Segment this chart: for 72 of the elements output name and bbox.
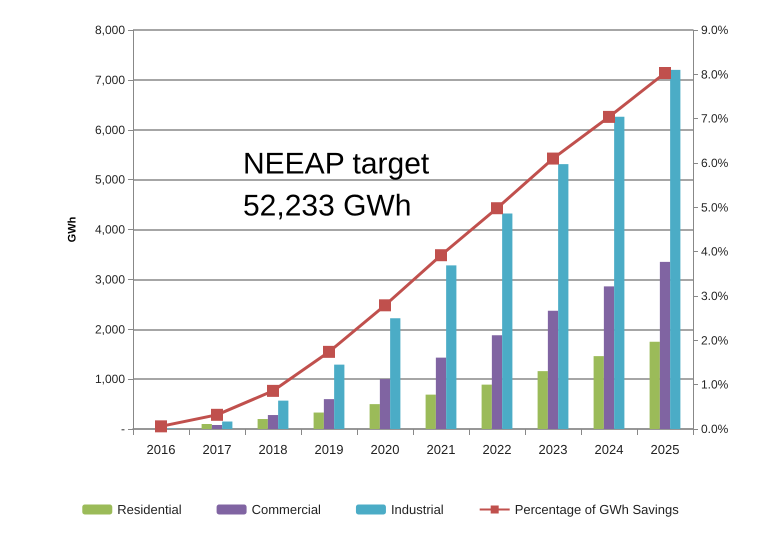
point — [491, 202, 503, 214]
y2-tick-label: 8.0% — [701, 67, 729, 82]
x-tick-label: 2022 — [482, 442, 512, 457]
y2-tick-label: 2.0% — [701, 333, 729, 348]
y2-tick-label: 7.0% — [701, 112, 729, 126]
bar — [670, 70, 680, 429]
bar — [390, 318, 400, 429]
bar — [370, 404, 380, 429]
y2-tick-label: 9.0% — [701, 23, 729, 37]
bar — [604, 286, 614, 429]
bar — [268, 415, 278, 429]
x-tick-label: 2016 — [146, 442, 176, 457]
x-tick-label: 2019 — [314, 442, 344, 457]
bar — [324, 399, 334, 429]
point — [155, 420, 167, 432]
bar — [482, 384, 492, 429]
point — [435, 249, 447, 262]
x-tick-label: 2024 — [594, 442, 624, 457]
point — [267, 384, 279, 397]
point — [659, 67, 671, 80]
point — [603, 110, 615, 123]
x-tick-label: 2018 — [258, 442, 288, 457]
x-tick-label: 2025 — [650, 442, 680, 457]
legend-label: Residential — [117, 502, 182, 517]
legend-label: Commercial — [252, 502, 322, 517]
x-tick-label: 2017 — [202, 442, 232, 457]
bar — [614, 116, 624, 429]
bar — [380, 379, 390, 429]
annotation: NEEAP target 52,233 GWh — [243, 148, 430, 222]
bar — [538, 371, 548, 429]
bar — [558, 164, 568, 429]
point — [323, 346, 335, 358]
y-tick-label: 8,000 — [94, 23, 126, 37]
y-tick-label: 7,000 — [94, 72, 126, 87]
x-tick-label: 2021 — [426, 442, 456, 457]
bar — [594, 356, 604, 429]
bar — [650, 342, 660, 429]
y-tick-label: 2,000 — [94, 322, 126, 336]
bar — [278, 400, 288, 429]
y2-tick-label: 0.0% — [701, 422, 729, 436]
y2-tick-label: 6.0% — [701, 156, 729, 170]
y-tick-label: - — [121, 422, 125, 436]
bar — [436, 358, 446, 429]
y-tick-label: 3,000 — [94, 272, 126, 286]
bar — [334, 364, 344, 429]
bar — [548, 310, 558, 429]
y2-tick-label: 3.0% — [701, 289, 729, 303]
y-tick-label: 6,000 — [94, 122, 126, 137]
legend-label: Percentage of GWh Savings — [514, 502, 680, 517]
y2-tick-label: 1.0% — [701, 378, 729, 392]
bar — [502, 214, 512, 429]
bar — [660, 262, 670, 429]
bar — [446, 265, 456, 429]
bar — [426, 394, 436, 429]
bar — [212, 425, 222, 429]
bar — [258, 419, 268, 429]
legend-label: Industrial — [390, 502, 444, 517]
x-tick-label: 2023 — [538, 442, 568, 457]
bar — [202, 424, 212, 429]
y-tick-label: 4,000 — [94, 222, 126, 236]
point — [379, 299, 391, 312]
bar — [222, 422, 232, 429]
y2-tick-label: 5.0% — [701, 200, 729, 214]
y-axis-title: GWh — [66, 216, 78, 242]
y-tick-label: 5,000 — [94, 172, 126, 187]
y2-tick-label: 4.0% — [701, 244, 729, 259]
bar — [314, 412, 324, 429]
x-tick-label: 2020 — [370, 442, 400, 457]
point — [211, 408, 223, 421]
point — [547, 152, 559, 165]
bar — [492, 335, 502, 429]
y-tick-label: 1,000 — [94, 372, 126, 386]
